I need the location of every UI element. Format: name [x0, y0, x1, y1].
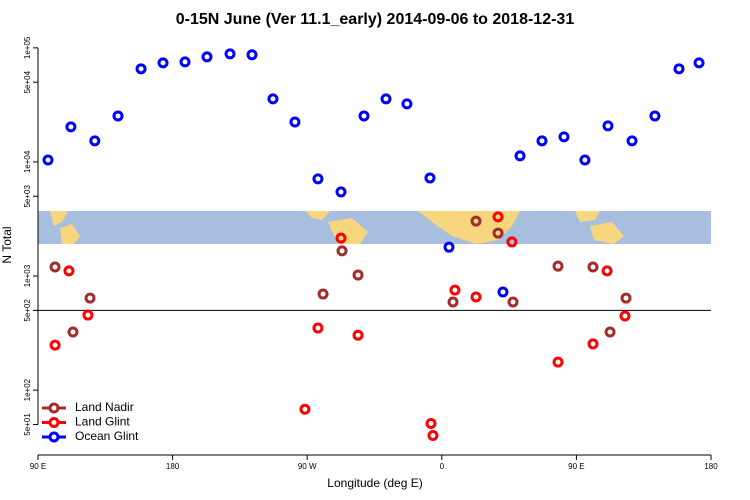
point [447, 296, 459, 308]
point [358, 110, 370, 122]
y-tick-label: 5e+03 [23, 185, 32, 208]
point [449, 284, 461, 296]
point [352, 329, 364, 341]
x-axis-label: Longitude (deg E) [327, 476, 422, 490]
legend-marker [48, 431, 60, 443]
point [693, 57, 705, 69]
point [84, 292, 96, 304]
point [246, 49, 258, 61]
legend-label: Ocean Glint [75, 429, 139, 443]
point [49, 339, 61, 351]
y-tick-label: 1e+02 [23, 378, 32, 401]
point [49, 261, 61, 273]
point [492, 227, 504, 239]
point [604, 326, 616, 338]
point [65, 121, 77, 133]
point [427, 430, 439, 442]
y-tick-label: 5e+01 [23, 413, 32, 436]
point [514, 150, 526, 162]
point [470, 215, 482, 227]
x-tick-label: 90 E [568, 462, 584, 471]
point [536, 135, 548, 147]
y-tick-label: 1e+03 [23, 264, 32, 287]
point [425, 417, 437, 429]
point [649, 110, 661, 122]
point [443, 241, 455, 253]
point [299, 403, 311, 415]
point [267, 93, 279, 105]
point [626, 135, 638, 147]
point [587, 261, 599, 273]
point [82, 309, 94, 321]
x-tick-label: 0 [440, 462, 445, 471]
y-tick-label: 5e+02 [23, 299, 32, 322]
point [620, 292, 632, 304]
point [335, 232, 347, 244]
point [673, 63, 685, 75]
point [497, 286, 509, 298]
x-tick-label: 180 [166, 462, 180, 471]
point [601, 265, 613, 277]
point [492, 211, 504, 223]
point [135, 63, 147, 75]
map-strip [38, 211, 711, 244]
point [336, 245, 348, 257]
point [602, 120, 614, 132]
x-tick-label: 180 [704, 462, 718, 471]
x-tick-label: 90 W [298, 462, 317, 471]
point [619, 310, 631, 322]
point [89, 135, 101, 147]
point [289, 116, 301, 128]
point [42, 154, 54, 166]
point [312, 173, 324, 185]
point [317, 288, 329, 300]
y-axis-label: N Total [0, 226, 14, 263]
point [224, 48, 236, 60]
point [558, 131, 570, 143]
point [179, 56, 191, 68]
point [63, 265, 75, 277]
point [401, 98, 413, 110]
point [67, 326, 79, 338]
point [112, 110, 124, 122]
point [380, 93, 392, 105]
point [335, 186, 347, 198]
legend-label: Land Nadir [75, 400, 134, 414]
legend-label: Land Glint [75, 415, 130, 429]
point [201, 51, 213, 63]
point [506, 236, 518, 248]
point [352, 269, 364, 281]
point [312, 322, 324, 334]
point [424, 172, 436, 184]
point [552, 356, 564, 368]
y-tick-label: 5e+04 [23, 70, 32, 93]
point [587, 338, 599, 350]
chart-title: 0-15N June (Ver 11.1_early) 2014-09-06 t… [176, 11, 575, 28]
point [552, 260, 564, 272]
y-tick-label: 1e+05 [23, 36, 32, 59]
point [470, 291, 482, 303]
legend-marker [48, 417, 60, 428]
point [157, 57, 169, 69]
legend-marker [48, 402, 60, 414]
point [579, 154, 591, 166]
x-tick-label: 90 E [30, 462, 46, 471]
y-tick-label: 1e+04 [23, 150, 32, 173]
point [507, 296, 519, 308]
